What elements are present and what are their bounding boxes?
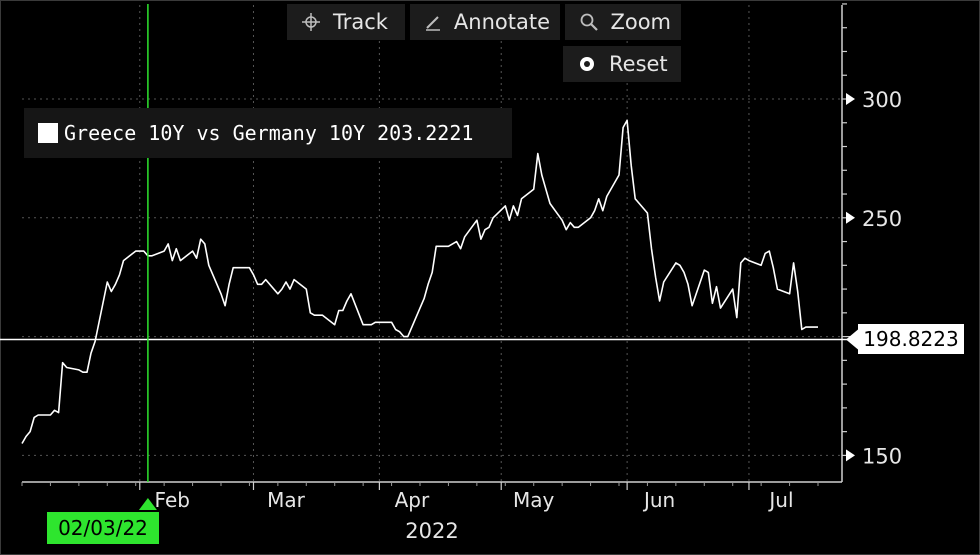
y-tick-label: 300 xyxy=(862,88,902,112)
legend-series-value: 203.2221 xyxy=(377,121,474,145)
reset-dot-icon xyxy=(573,54,601,74)
reset-button[interactable]: Reset xyxy=(563,46,681,82)
x-tick-label: Mar xyxy=(267,488,306,512)
cursor-date-badge: 02/03/22 xyxy=(47,512,159,544)
zoom-button-label: Zoom xyxy=(610,10,671,34)
x-tick-label: May xyxy=(513,488,555,512)
cursor-marker xyxy=(138,498,157,510)
annotate-button[interactable]: Annotate xyxy=(410,4,560,40)
annotate-button-label: Annotate xyxy=(453,10,550,34)
chart-legend: Greece 10Y vs Germany 10Y 203.2221 xyxy=(24,108,512,158)
series-line-greece-germany xyxy=(21,119,818,444)
track-button-label: Track xyxy=(333,10,388,34)
x-tick-label: Jul xyxy=(767,488,793,512)
y-tick-label: 150 xyxy=(862,444,902,468)
x-tick-label: Apr xyxy=(395,488,430,512)
x-tick-label: Jun xyxy=(642,488,675,512)
track-button[interactable]: Track xyxy=(287,4,405,40)
legend-swatch xyxy=(38,123,58,143)
y-tick-arrow xyxy=(846,449,855,462)
last-value-badge: 198.8223 xyxy=(858,324,964,354)
x-axis-label: 2022 xyxy=(405,519,458,543)
y-tick-arrow xyxy=(846,211,855,224)
y-tick-label: 250 xyxy=(862,207,902,231)
reset-button-label: Reset xyxy=(609,52,668,76)
crosshair-icon xyxy=(297,12,325,32)
x-tick-label: Feb xyxy=(155,488,190,512)
zoom-button[interactable]: Zoom xyxy=(565,4,681,40)
y-tick-arrow xyxy=(846,93,855,105)
magnifier-icon xyxy=(575,12,602,32)
pencil-icon xyxy=(420,12,446,32)
last-value-pointer xyxy=(846,329,858,350)
legend-series-name: Greece 10Y vs Germany 10Y xyxy=(64,121,366,145)
